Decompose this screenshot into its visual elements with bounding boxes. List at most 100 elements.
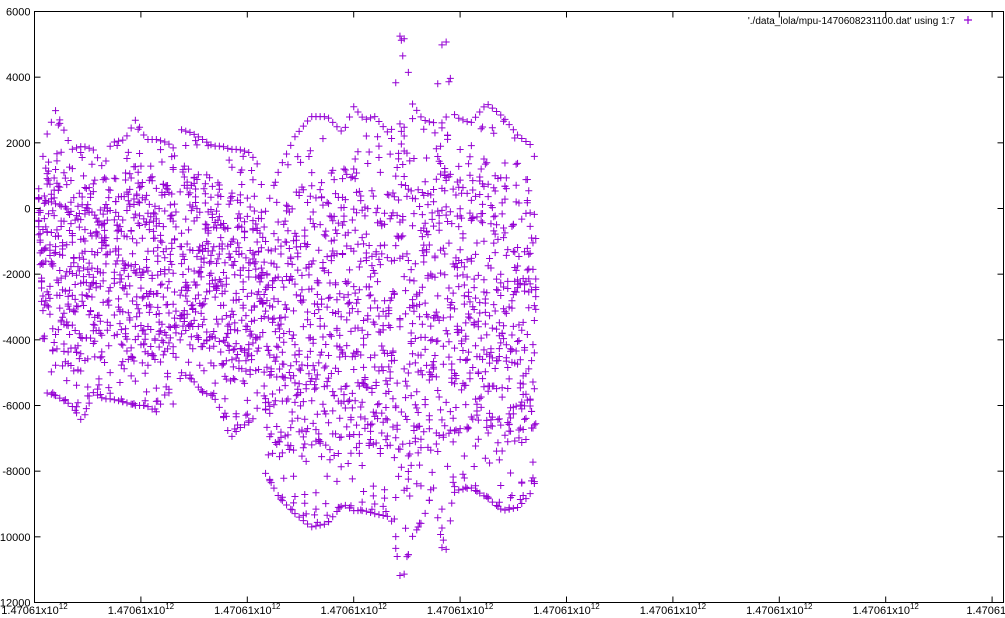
- data-point: [309, 362, 317, 370]
- data-point: [522, 495, 530, 503]
- data-point: [484, 193, 492, 201]
- data-point: [232, 428, 240, 436]
- data-point: [351, 397, 359, 405]
- data-point: [288, 275, 296, 283]
- data-point: [38, 297, 46, 305]
- data-point: [78, 291, 86, 299]
- data-point: [500, 305, 508, 313]
- data-point: [290, 372, 298, 380]
- data-point: [365, 148, 373, 156]
- data-point: [381, 241, 389, 249]
- data-point: [298, 426, 306, 434]
- data-point: [267, 430, 275, 438]
- data-point: [294, 153, 302, 161]
- data-point: [337, 463, 345, 471]
- data-point: [442, 398, 450, 406]
- data-point: [262, 238, 270, 246]
- data-point: [287, 442, 295, 450]
- data-point: [217, 278, 225, 286]
- data-point: [273, 198, 281, 206]
- data-point: [123, 335, 131, 343]
- data-point: [101, 174, 109, 182]
- data-point: [365, 241, 373, 249]
- data-point: [459, 470, 467, 478]
- data-point: [123, 233, 131, 241]
- data-point: [105, 301, 113, 309]
- data-point: [95, 311, 103, 319]
- data-point: [88, 280, 96, 288]
- data-point: [330, 236, 338, 244]
- data-point: [228, 307, 236, 315]
- data-point: [122, 176, 130, 184]
- data-point: [319, 201, 327, 209]
- data-point: [273, 373, 281, 381]
- data-point: [47, 118, 55, 126]
- data-point: [91, 337, 99, 345]
- data-point: [67, 263, 75, 271]
- data-point: [60, 347, 68, 355]
- data-point: [220, 301, 228, 309]
- data-point: [365, 439, 373, 447]
- data-point: [110, 279, 118, 287]
- data-point: [437, 160, 445, 168]
- data-point: [514, 360, 522, 368]
- data-point: [529, 239, 537, 247]
- data-point: [49, 347, 57, 355]
- data-point: [416, 461, 424, 469]
- data-point: [327, 370, 335, 378]
- data-point: [442, 327, 450, 335]
- data-point: [369, 192, 377, 200]
- data-point: [390, 256, 398, 264]
- data-point: [488, 413, 496, 421]
- data-point: [190, 378, 198, 386]
- data-point: [68, 321, 76, 329]
- data-point: [213, 224, 221, 232]
- data-point: [60, 169, 68, 177]
- data-point: [402, 377, 410, 385]
- data-point: [463, 423, 471, 431]
- data-point: [81, 237, 89, 245]
- data-point: [350, 365, 358, 373]
- data-point: [45, 158, 53, 166]
- data-point: [236, 214, 244, 222]
- data-point: [448, 499, 456, 507]
- data-point: [131, 260, 139, 268]
- data-point: [381, 209, 389, 217]
- data-point: [529, 474, 537, 482]
- data-point: [63, 241, 71, 249]
- data-point: [257, 208, 265, 216]
- data-point: [299, 296, 307, 304]
- data-point: [74, 202, 82, 210]
- data-point: [430, 119, 438, 127]
- data-point: [138, 178, 146, 186]
- data-point: [220, 223, 228, 231]
- data-point: [242, 254, 250, 262]
- data-point: [263, 423, 271, 431]
- legend-marker-shape: [964, 16, 972, 24]
- data-point: [481, 368, 489, 376]
- data-point: [532, 275, 540, 283]
- data-point: [277, 250, 285, 258]
- data-point: [474, 323, 482, 331]
- data-point: [329, 247, 337, 255]
- data-point: [444, 462, 452, 470]
- data-point: [462, 483, 470, 491]
- data-point: [392, 533, 400, 541]
- data-point: [530, 480, 538, 488]
- data-point: [141, 397, 149, 405]
- data-point: [106, 369, 114, 377]
- data-point: [137, 284, 145, 292]
- data-point: [54, 232, 62, 240]
- data-point: [85, 311, 93, 319]
- data-point: [487, 264, 495, 272]
- data-point: [89, 188, 97, 196]
- data-point: [400, 172, 408, 180]
- data-point: [154, 252, 162, 260]
- data-point: [364, 383, 372, 391]
- data-point: [385, 191, 393, 199]
- data-point: [500, 224, 508, 232]
- data-point: [294, 414, 302, 422]
- data-point: [341, 196, 349, 204]
- data-point: [252, 265, 260, 273]
- data-point: [332, 279, 340, 287]
